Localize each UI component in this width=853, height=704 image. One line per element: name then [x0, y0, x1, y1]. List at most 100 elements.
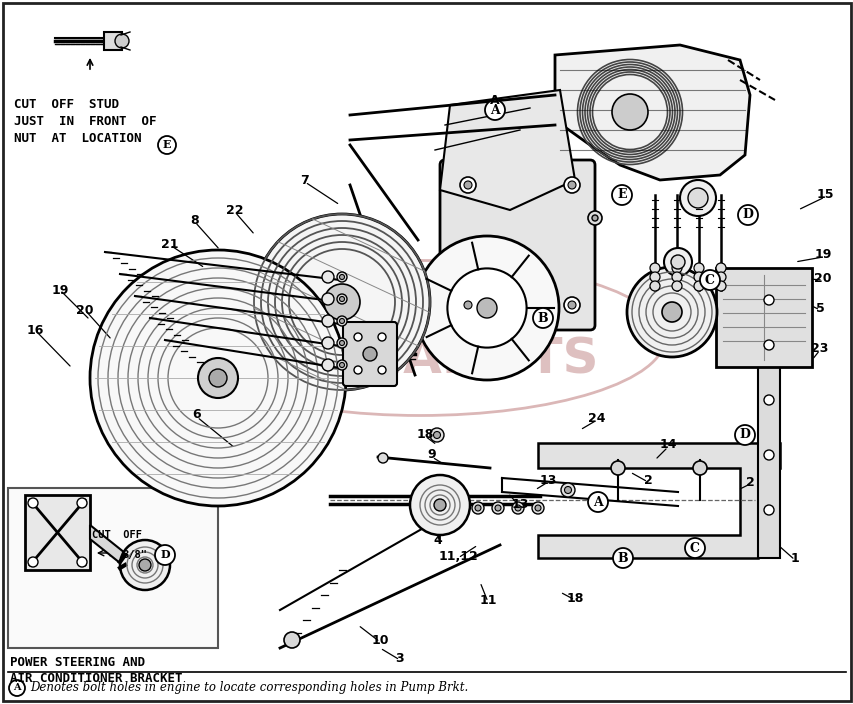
- Circle shape: [28, 557, 38, 567]
- Text: 7: 7: [300, 173, 309, 187]
- FancyBboxPatch shape: [8, 488, 218, 648]
- Circle shape: [649, 281, 659, 291]
- Circle shape: [139, 559, 151, 571]
- Text: 4: 4: [433, 534, 442, 546]
- Text: E: E: [163, 139, 171, 151]
- Circle shape: [415, 236, 559, 380]
- Circle shape: [532, 308, 553, 328]
- Circle shape: [670, 255, 684, 269]
- Circle shape: [679, 180, 715, 216]
- Circle shape: [664, 248, 691, 276]
- Text: D: D: [739, 429, 750, 441]
- Circle shape: [433, 499, 445, 511]
- FancyBboxPatch shape: [25, 495, 90, 570]
- Circle shape: [671, 272, 682, 282]
- Text: 2: 2: [643, 474, 652, 486]
- Circle shape: [323, 284, 360, 320]
- Circle shape: [28, 498, 38, 508]
- Circle shape: [612, 94, 647, 130]
- Circle shape: [339, 275, 344, 279]
- Circle shape: [253, 214, 430, 390]
- Text: SPECIALISTS: SPECIALISTS: [241, 336, 598, 384]
- Circle shape: [715, 272, 725, 282]
- Text: 5: 5: [815, 301, 823, 315]
- Circle shape: [378, 333, 386, 341]
- Circle shape: [472, 502, 484, 514]
- Text: 11,12: 11,12: [438, 550, 478, 562]
- Circle shape: [322, 293, 334, 305]
- Text: 13: 13: [511, 498, 528, 512]
- Circle shape: [588, 492, 607, 512]
- Circle shape: [734, 425, 754, 445]
- Circle shape: [693, 263, 703, 273]
- Circle shape: [90, 250, 345, 506]
- Text: 23: 23: [810, 341, 827, 355]
- Circle shape: [671, 281, 682, 291]
- Text: 18: 18: [566, 591, 583, 605]
- Circle shape: [692, 461, 706, 475]
- Text: POWER STEERING AND: POWER STEERING AND: [10, 656, 145, 669]
- FancyBboxPatch shape: [439, 160, 595, 330]
- Text: 2: 2: [745, 475, 753, 489]
- Circle shape: [661, 302, 682, 322]
- Circle shape: [491, 502, 503, 514]
- Circle shape: [495, 505, 501, 511]
- Circle shape: [684, 538, 705, 558]
- Text: A: A: [490, 94, 499, 106]
- Text: A: A: [490, 103, 499, 116]
- Text: B: B: [617, 551, 628, 565]
- Circle shape: [354, 366, 362, 374]
- Circle shape: [463, 181, 472, 189]
- Circle shape: [447, 268, 526, 348]
- Circle shape: [671, 263, 682, 273]
- Text: 22: 22: [226, 203, 243, 217]
- Text: NUT  AT  LOCATION: NUT AT LOCATION: [14, 132, 142, 145]
- Circle shape: [649, 263, 659, 273]
- Circle shape: [154, 545, 175, 565]
- Circle shape: [563, 177, 579, 193]
- FancyBboxPatch shape: [104, 32, 122, 50]
- Circle shape: [198, 358, 238, 398]
- Circle shape: [322, 315, 334, 327]
- Circle shape: [763, 505, 773, 515]
- Circle shape: [322, 337, 334, 349]
- Circle shape: [715, 263, 725, 273]
- Circle shape: [337, 338, 346, 348]
- Circle shape: [693, 281, 703, 291]
- Circle shape: [433, 432, 440, 439]
- Circle shape: [460, 297, 475, 313]
- Text: 10: 10: [371, 634, 388, 646]
- Text: 3: 3: [395, 651, 403, 665]
- Circle shape: [737, 205, 757, 225]
- Text: B: B: [537, 311, 548, 325]
- Circle shape: [209, 369, 227, 387]
- Circle shape: [474, 505, 480, 511]
- Text: 16: 16: [26, 324, 44, 337]
- Circle shape: [322, 359, 334, 371]
- Circle shape: [649, 272, 659, 282]
- Circle shape: [378, 453, 387, 463]
- Text: 15: 15: [815, 189, 833, 201]
- Circle shape: [120, 540, 170, 590]
- Text: AIR CONDITIONER BRACKET: AIR CONDITIONER BRACKET: [10, 672, 183, 685]
- Circle shape: [512, 502, 524, 514]
- Polygon shape: [90, 525, 125, 567]
- Text: A: A: [593, 496, 602, 508]
- Circle shape: [567, 181, 575, 189]
- Text: 3/8": 3/8": [122, 550, 147, 560]
- Circle shape: [763, 395, 773, 405]
- Circle shape: [337, 294, 346, 304]
- Circle shape: [560, 483, 574, 497]
- Text: 9: 9: [427, 448, 436, 462]
- Circle shape: [567, 301, 575, 309]
- Text: CUT  OFF  STUD: CUT OFF STUD: [14, 98, 119, 111]
- Text: 14: 14: [659, 439, 676, 451]
- Circle shape: [485, 100, 504, 120]
- Circle shape: [715, 281, 725, 291]
- Circle shape: [339, 341, 344, 346]
- Circle shape: [337, 316, 346, 326]
- Circle shape: [514, 505, 520, 511]
- Text: 21: 21: [161, 239, 178, 251]
- Circle shape: [591, 215, 597, 221]
- Text: 19: 19: [51, 284, 68, 296]
